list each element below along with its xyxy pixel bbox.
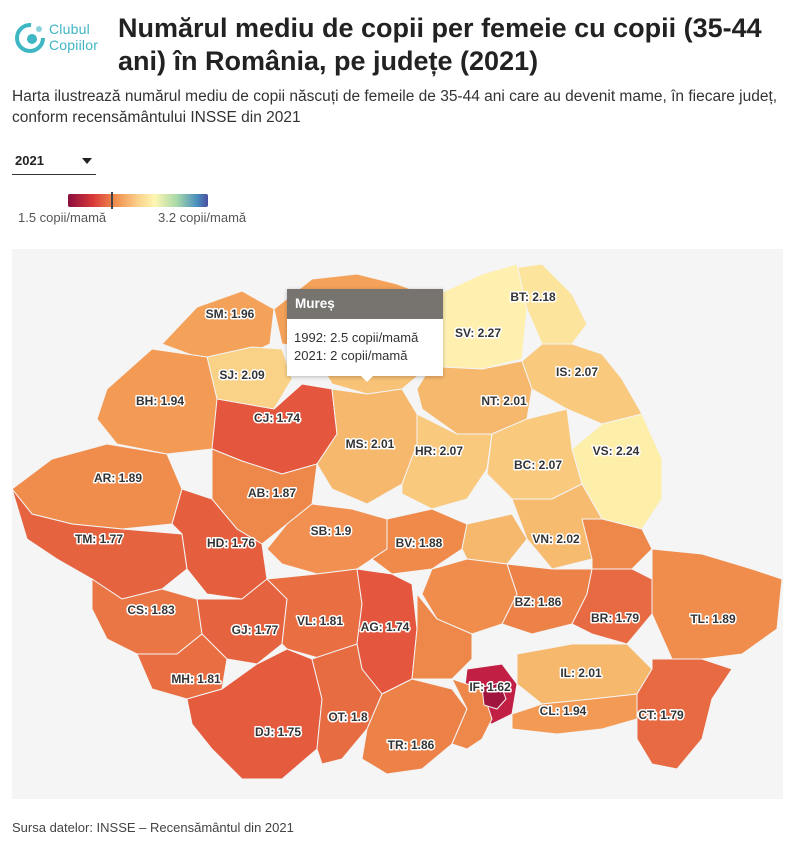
tooltip-value-2021: 2021: 2 copii/mamă [294,348,408,363]
county-label-br: BR: 1.79 [591,611,639,625]
romania-county-map: SM: 1.96 SJ: 2.09 BH: 1.94 CJ: 1.74 AR: 1.89… [12,263,783,780]
county-label-nt: NT: 2.01 [481,394,527,408]
county-label-bt: BT: 2.18 [510,290,556,304]
brand-name-line1: Clubul [49,21,90,37]
county-label-gj: GJ: 1.77 [232,623,279,637]
county-label-bh: BH: 1.94 [136,394,184,408]
county-label-dj: DJ: 1.75 [255,725,301,739]
county-label-sm: SM: 1.96 [206,307,255,321]
county-label-bc: BC: 2.07 [514,458,562,472]
county-label-ct: CT: 1.79 [638,708,684,722]
tooltip-title: Mureș [287,289,443,319]
brand-name-line2: Copiilor [49,37,99,53]
county-tm[interactable] [12,488,188,600]
county-ct[interactable] [636,658,733,770]
legend-min-label: 1.5 copii/mamă [18,210,107,225]
county-label-bv: BV: 1.88 [396,536,443,550]
county-label-sb: SB: 1.9 [311,524,352,538]
county-tl[interactable] [651,548,783,660]
legend-color-scale [68,194,208,207]
page-title: Numărul mediu de copii per femeie cu cop… [118,13,762,76]
county-label-tm: TM: 1.77 [75,532,123,546]
county-tr[interactable] [361,678,468,775]
data-source-note: Sursa datelor: INSSE – Recensământul din… [12,820,294,835]
chevron-down-icon [82,158,92,164]
brand-logo[interactable]: Clubul Copiilor [14,18,106,58]
county-label-cj: CJ: 1.74 [254,411,300,425]
county-label-vl: VL: 1.81 [297,614,343,628]
county-label-if: IF: 1.62 [469,680,511,694]
county-label-hr: HR: 2.07 [415,444,463,458]
county-label-ag: AG: 1.74 [361,620,410,634]
county-label-mh: MH: 1.81 [171,672,221,686]
county-ms[interactable] [316,388,418,505]
county-label-ar: AR: 1.89 [94,471,142,485]
county-gl[interactable] [581,518,653,570]
tooltip-value-1992: 1992: 2.5 copii/mamă [294,330,419,345]
county-mh[interactable] [136,633,228,700]
map-panel: SM: 1.96 SJ: 2.09 BH: 1.94 CJ: 1.74 AR: 1.89… [12,249,783,799]
county-label-bz: BZ: 1.86 [515,595,562,609]
county-label-il: IL: 2.01 [560,666,602,680]
logo-icon [15,23,45,53]
county-label-sv: SV: 2.27 [455,326,501,340]
county-cv[interactable] [461,513,528,565]
county-label-vn: VN: 2.02 [532,532,580,546]
county-label-tr: TR: 1.86 [388,738,435,752]
county-label-cl: CL: 1.94 [540,704,587,718]
page-subtitle: Harta ilustrează numărul mediu de copii … [12,88,778,126]
county-label-ot: OT: 1.8 [328,710,368,724]
county-label-sj: SJ: 2.09 [219,368,265,382]
county-label-is: IS: 2.07 [556,365,598,379]
county-is[interactable] [521,343,643,425]
county-label-ms: MS: 2.01 [346,437,395,451]
map-tooltip: Mureș 1992: 2.5 copii/mamă 2021: 2 copii… [287,289,443,382]
county-label-ab: AB: 1.87 [248,486,296,500]
county-label-tl: TL: 1.89 [690,612,736,626]
year-dropdown-value: 2021 [15,153,44,168]
county-b[interactable] [481,682,507,710]
legend-marker [111,192,113,209]
county-label-cs: CS: 1.83 [127,603,175,617]
county-ph[interactable] [421,558,518,635]
year-dropdown[interactable]: 2021 [12,152,96,175]
tooltip-pointer [361,376,373,382]
legend-max-label: 3.2 copii/mamă [158,210,247,225]
county-ot[interactable] [311,643,383,765]
county-label-hd: HD: 1.76 [207,536,255,550]
county-label-vs: VS: 2.24 [593,444,640,458]
